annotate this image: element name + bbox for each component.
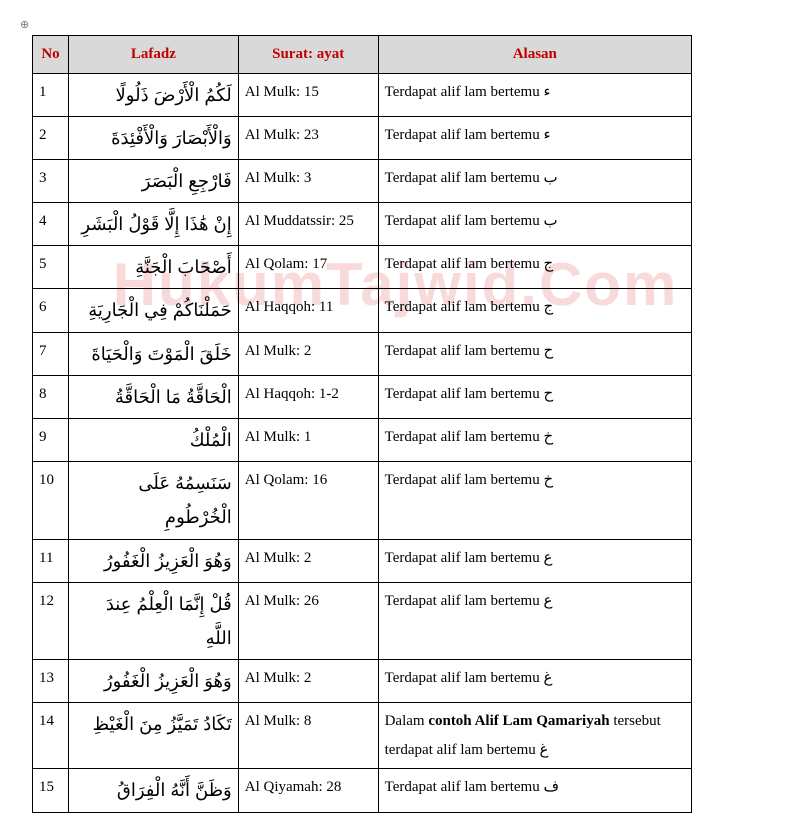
cell-alasan: Terdapat alif lam bertemu ف [378,769,691,812]
cell-surat: Al Mulk: 26 [238,582,378,659]
cell-alasan: Terdapat alif lam bertemu ح [378,332,691,375]
cell-lafadz: وَظَنَّ أَنَّهُ الْفِرَاقُ [68,769,238,812]
col-header-lafadz: Lafadz [68,36,238,74]
cell-lafadz: سَنَسِمُهُ عَلَى الْخُرْطُومِ [68,462,238,539]
cell-lafadz: خَلَقَ الْمَوْتَ وَالْحَيَاةَ [68,332,238,375]
cell-alasan: Terdapat alif lam bertemu ء [378,116,691,159]
cell-alasan: Terdapat alif lam bertemu ب [378,203,691,246]
cell-lafadz: وَهُوَ الْعَزِيزُ الْغَفُورُ [68,660,238,703]
table-anchor-glyph: ⊕ [20,18,771,31]
cell-surat: Al Qolam: 16 [238,462,378,539]
cell-lafadz: الْحَاقَّةُ مَا الْحَاقَّةُ [68,375,238,418]
cell-surat: Al Mulk: 15 [238,73,378,116]
cell-alasan: Terdapat alif lam bertemu ح [378,375,691,418]
cell-no: 9 [33,419,69,462]
cell-surat: Al Mulk: 3 [238,159,378,202]
cell-surat: Al Muddatssir: 25 [238,203,378,246]
cell-lafadz: وَالْأَبْصَارَ وَالْأَفْئِدَةَ [68,116,238,159]
cell-no: 2 [33,116,69,159]
cell-no: 3 [33,159,69,202]
cell-surat: Al Mulk: 8 [238,703,378,769]
table-row: 7خَلَقَ الْمَوْتَ وَالْحَيَاةَAl Mulk: 2… [33,332,692,375]
cell-surat: Al Mulk: 2 [238,332,378,375]
cell-no: 5 [33,246,69,289]
table-row: 8الْحَاقَّةُ مَا الْحَاقَّةُAl Haqqoh: 1… [33,375,692,418]
cell-surat: Al Haqqoh: 11 [238,289,378,332]
cell-lafadz: حَمَلْنَاكُمْ فِي الْجَارِيَةِ [68,289,238,332]
table-row: 6حَمَلْنَاكُمْ فِي الْجَارِيَةِAl Haqqoh… [33,289,692,332]
cell-alasan: Terdapat alif lam bertemu ع [378,582,691,659]
table-row: 12قُلْ إِنَّمَا الْعِلْمُ عِندَ اللَّهِA… [33,582,692,659]
cell-lafadz: أَصْحَابَ الْجَنَّةِ [68,246,238,289]
cell-surat: Al Qolam: 17 [238,246,378,289]
cell-lafadz: تَكَادُ تَمَيَّزُ مِنَ الْغَيْظِ [68,703,238,769]
cell-lafadz: لَكُمُ الْأَرْضَ ذَلُولًا [68,73,238,116]
table-row: 9الْمُلْكُAl Mulk: 1Terdapat alif lam be… [33,419,692,462]
cell-no: 1 [33,73,69,116]
cell-no: 12 [33,582,69,659]
table-row: 11وَهُوَ الْعَزِيزُ الْغَفُورُAl Mulk: 2… [33,539,692,582]
cell-no: 11 [33,539,69,582]
cell-alasan: Dalam contoh Alif Lam Qamariyah tersebut… [378,703,691,769]
cell-lafadz: فَارْجِعِ الْبَصَرَ [68,159,238,202]
table-row: 10سَنَسِمُهُ عَلَى الْخُرْطُومِAl Qolam:… [33,462,692,539]
cell-alasan: Terdapat alif lam bertemu غ [378,660,691,703]
table-row: 15وَظَنَّ أَنَّهُ الْفِرَاقُAl Qiyamah: … [33,769,692,812]
table-header-row: No Lafadz Surat: ayat Alasan [33,36,692,74]
cell-lafadz: إِنْ هَٰذَا إِلَّا قَوْلُ الْبَشَرِ [68,203,238,246]
cell-no: 6 [33,289,69,332]
cell-no: 14 [33,703,69,769]
cell-alasan: Terdapat alif lam bertemu ء [378,73,691,116]
cell-no: 7 [33,332,69,375]
col-header-no: No [33,36,69,74]
cell-surat: Al Haqqoh: 1-2 [238,375,378,418]
cell-alasan: Terdapat alif lam bertemu ب [378,159,691,202]
cell-no: 13 [33,660,69,703]
cell-no: 15 [33,769,69,812]
tajwid-table: No Lafadz Surat: ayat Alasan 1لَكُمُ الْ… [32,35,692,813]
col-header-surat: Surat: ayat [238,36,378,74]
cell-lafadz: الْمُلْكُ [68,419,238,462]
cell-lafadz: وَهُوَ الْعَزِيزُ الْغَفُورُ [68,539,238,582]
table-row: 4إِنْ هَٰذَا إِلَّا قَوْلُ الْبَشَرِAl M… [33,203,692,246]
cell-alasan: Terdapat alif lam bertemu خ [378,462,691,539]
cell-alasan: Terdapat alif lam bertemu ج [378,289,691,332]
cell-surat: Al Qiyamah: 28 [238,769,378,812]
cell-no: 8 [33,375,69,418]
cell-surat: Al Mulk: 1 [238,419,378,462]
cell-no: 10 [33,462,69,539]
cell-alasan: Terdapat alif lam bertemu ع [378,539,691,582]
table-row: 5أَصْحَابَ الْجَنَّةِAl Qolam: 17Terdapa… [33,246,692,289]
cell-no: 4 [33,203,69,246]
cell-surat: Al Mulk: 2 [238,539,378,582]
table-row: 1لَكُمُ الْأَرْضَ ذَلُولًاAl Mulk: 15Ter… [33,73,692,116]
cell-surat: Al Mulk: 2 [238,660,378,703]
table-row: 2وَالْأَبْصَارَ وَالْأَفْئِدَةَAl Mulk: … [33,116,692,159]
table-row: 13وَهُوَ الْعَزِيزُ الْغَفُورُAl Mulk: 2… [33,660,692,703]
cell-lafadz: قُلْ إِنَّمَا الْعِلْمُ عِندَ اللَّهِ [68,582,238,659]
cell-alasan: Terdapat alif lam bertemu ج [378,246,691,289]
table-row: 3فَارْجِعِ الْبَصَرَAl Mulk: 3Terdapat a… [33,159,692,202]
col-header-alasan: Alasan [378,36,691,74]
table-row: 14تَكَادُ تَمَيَّزُ مِنَ الْغَيْظِAl Mul… [33,703,692,769]
cell-alasan: Terdapat alif lam bertemu خ [378,419,691,462]
cell-surat: Al Mulk: 23 [238,116,378,159]
